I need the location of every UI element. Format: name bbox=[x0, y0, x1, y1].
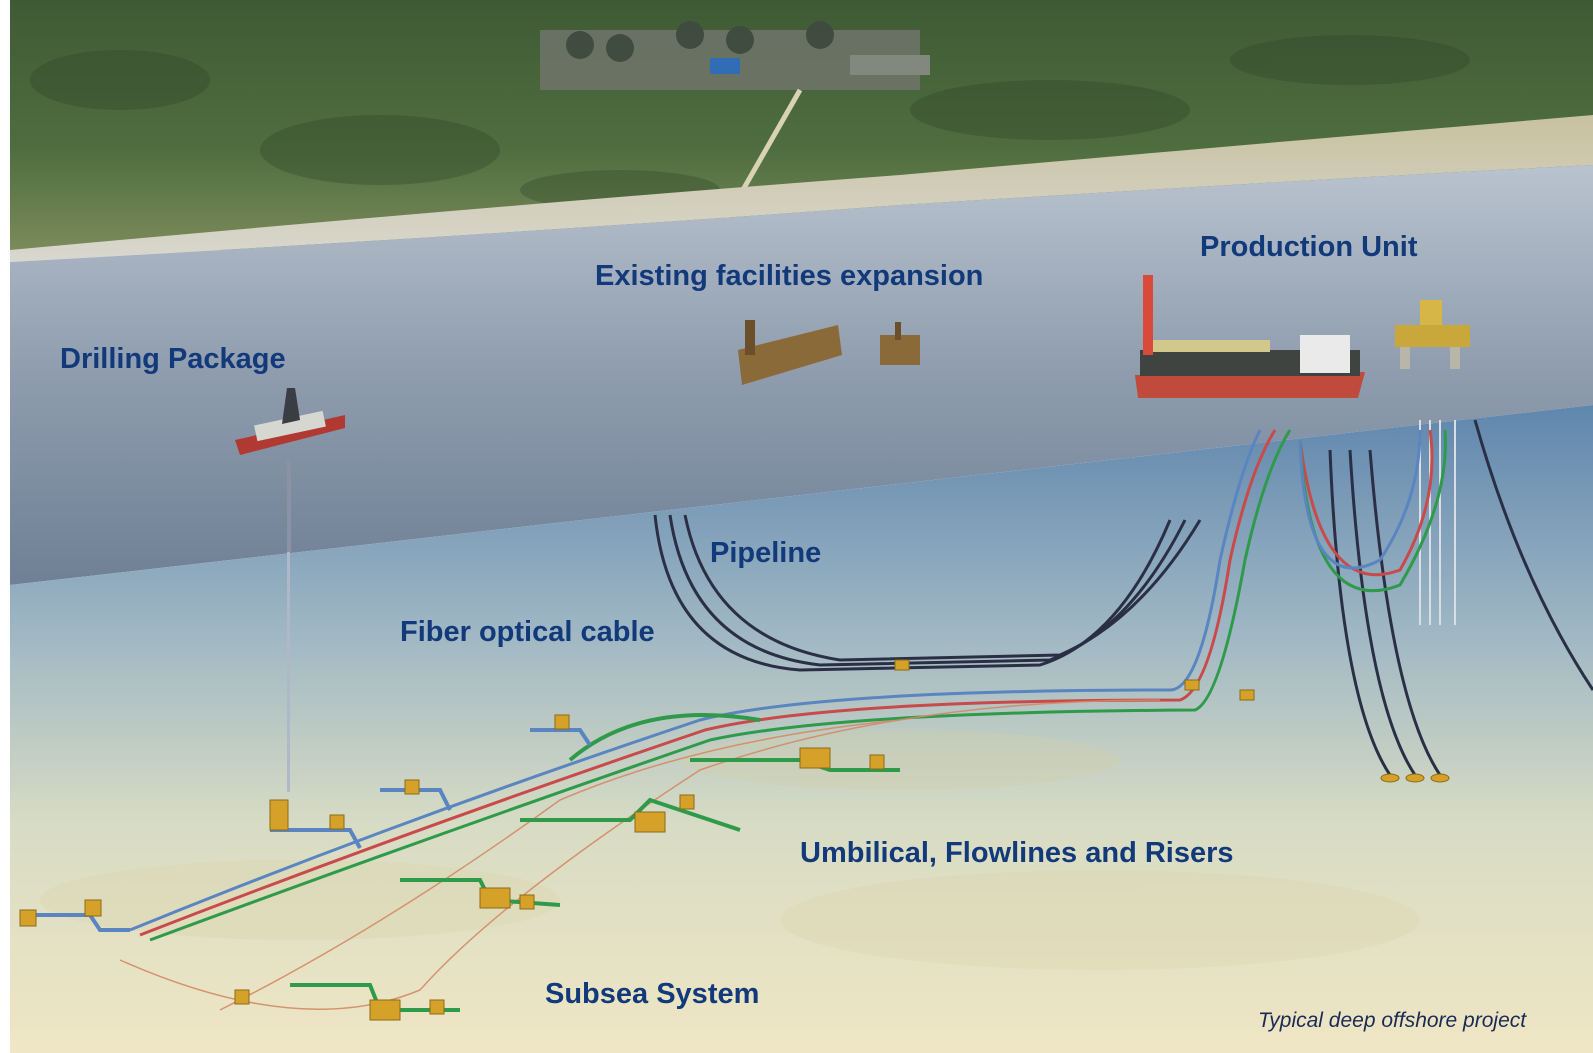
subsea-equipment bbox=[19, 659, 1450, 1021]
production-unit-label: Production Unit bbox=[1200, 231, 1418, 263]
existing-platforms bbox=[738, 320, 920, 385]
subsea-system-label: Subsea System bbox=[545, 978, 760, 1010]
tlp-risers bbox=[1328, 419, 1593, 776]
pipeline-label: Pipeline bbox=[710, 537, 822, 569]
seabed-cutaway bbox=[10, 405, 1593, 1053]
sea-surface bbox=[10, 165, 1593, 585]
onshore-terminal bbox=[540, 21, 930, 90]
blue-jumper-lines bbox=[20, 728, 592, 932]
fiber-optic-cable bbox=[119, 699, 1161, 1011]
existing-facilities-label: Existing facilities expansion bbox=[595, 260, 984, 292]
fiber-optical-cable-label: Fiber optical cable bbox=[400, 616, 655, 648]
tlp-platform bbox=[1395, 300, 1470, 369]
drilling-package-label: Drilling Package bbox=[60, 343, 286, 375]
fpso-production-unit bbox=[1135, 275, 1365, 398]
drillship bbox=[235, 388, 345, 792]
export-pipeline bbox=[653, 514, 1202, 672]
beach bbox=[10, 115, 1593, 262]
umbilical-flowlines-risers-label: Umbilical, Flowlines and Risers bbox=[800, 837, 1234, 869]
figure-caption: Typical deep offshore project bbox=[1258, 1009, 1527, 1032]
